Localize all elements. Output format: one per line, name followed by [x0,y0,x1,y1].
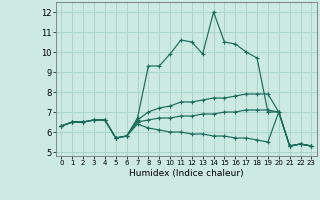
X-axis label: Humidex (Indice chaleur): Humidex (Indice chaleur) [129,169,244,178]
